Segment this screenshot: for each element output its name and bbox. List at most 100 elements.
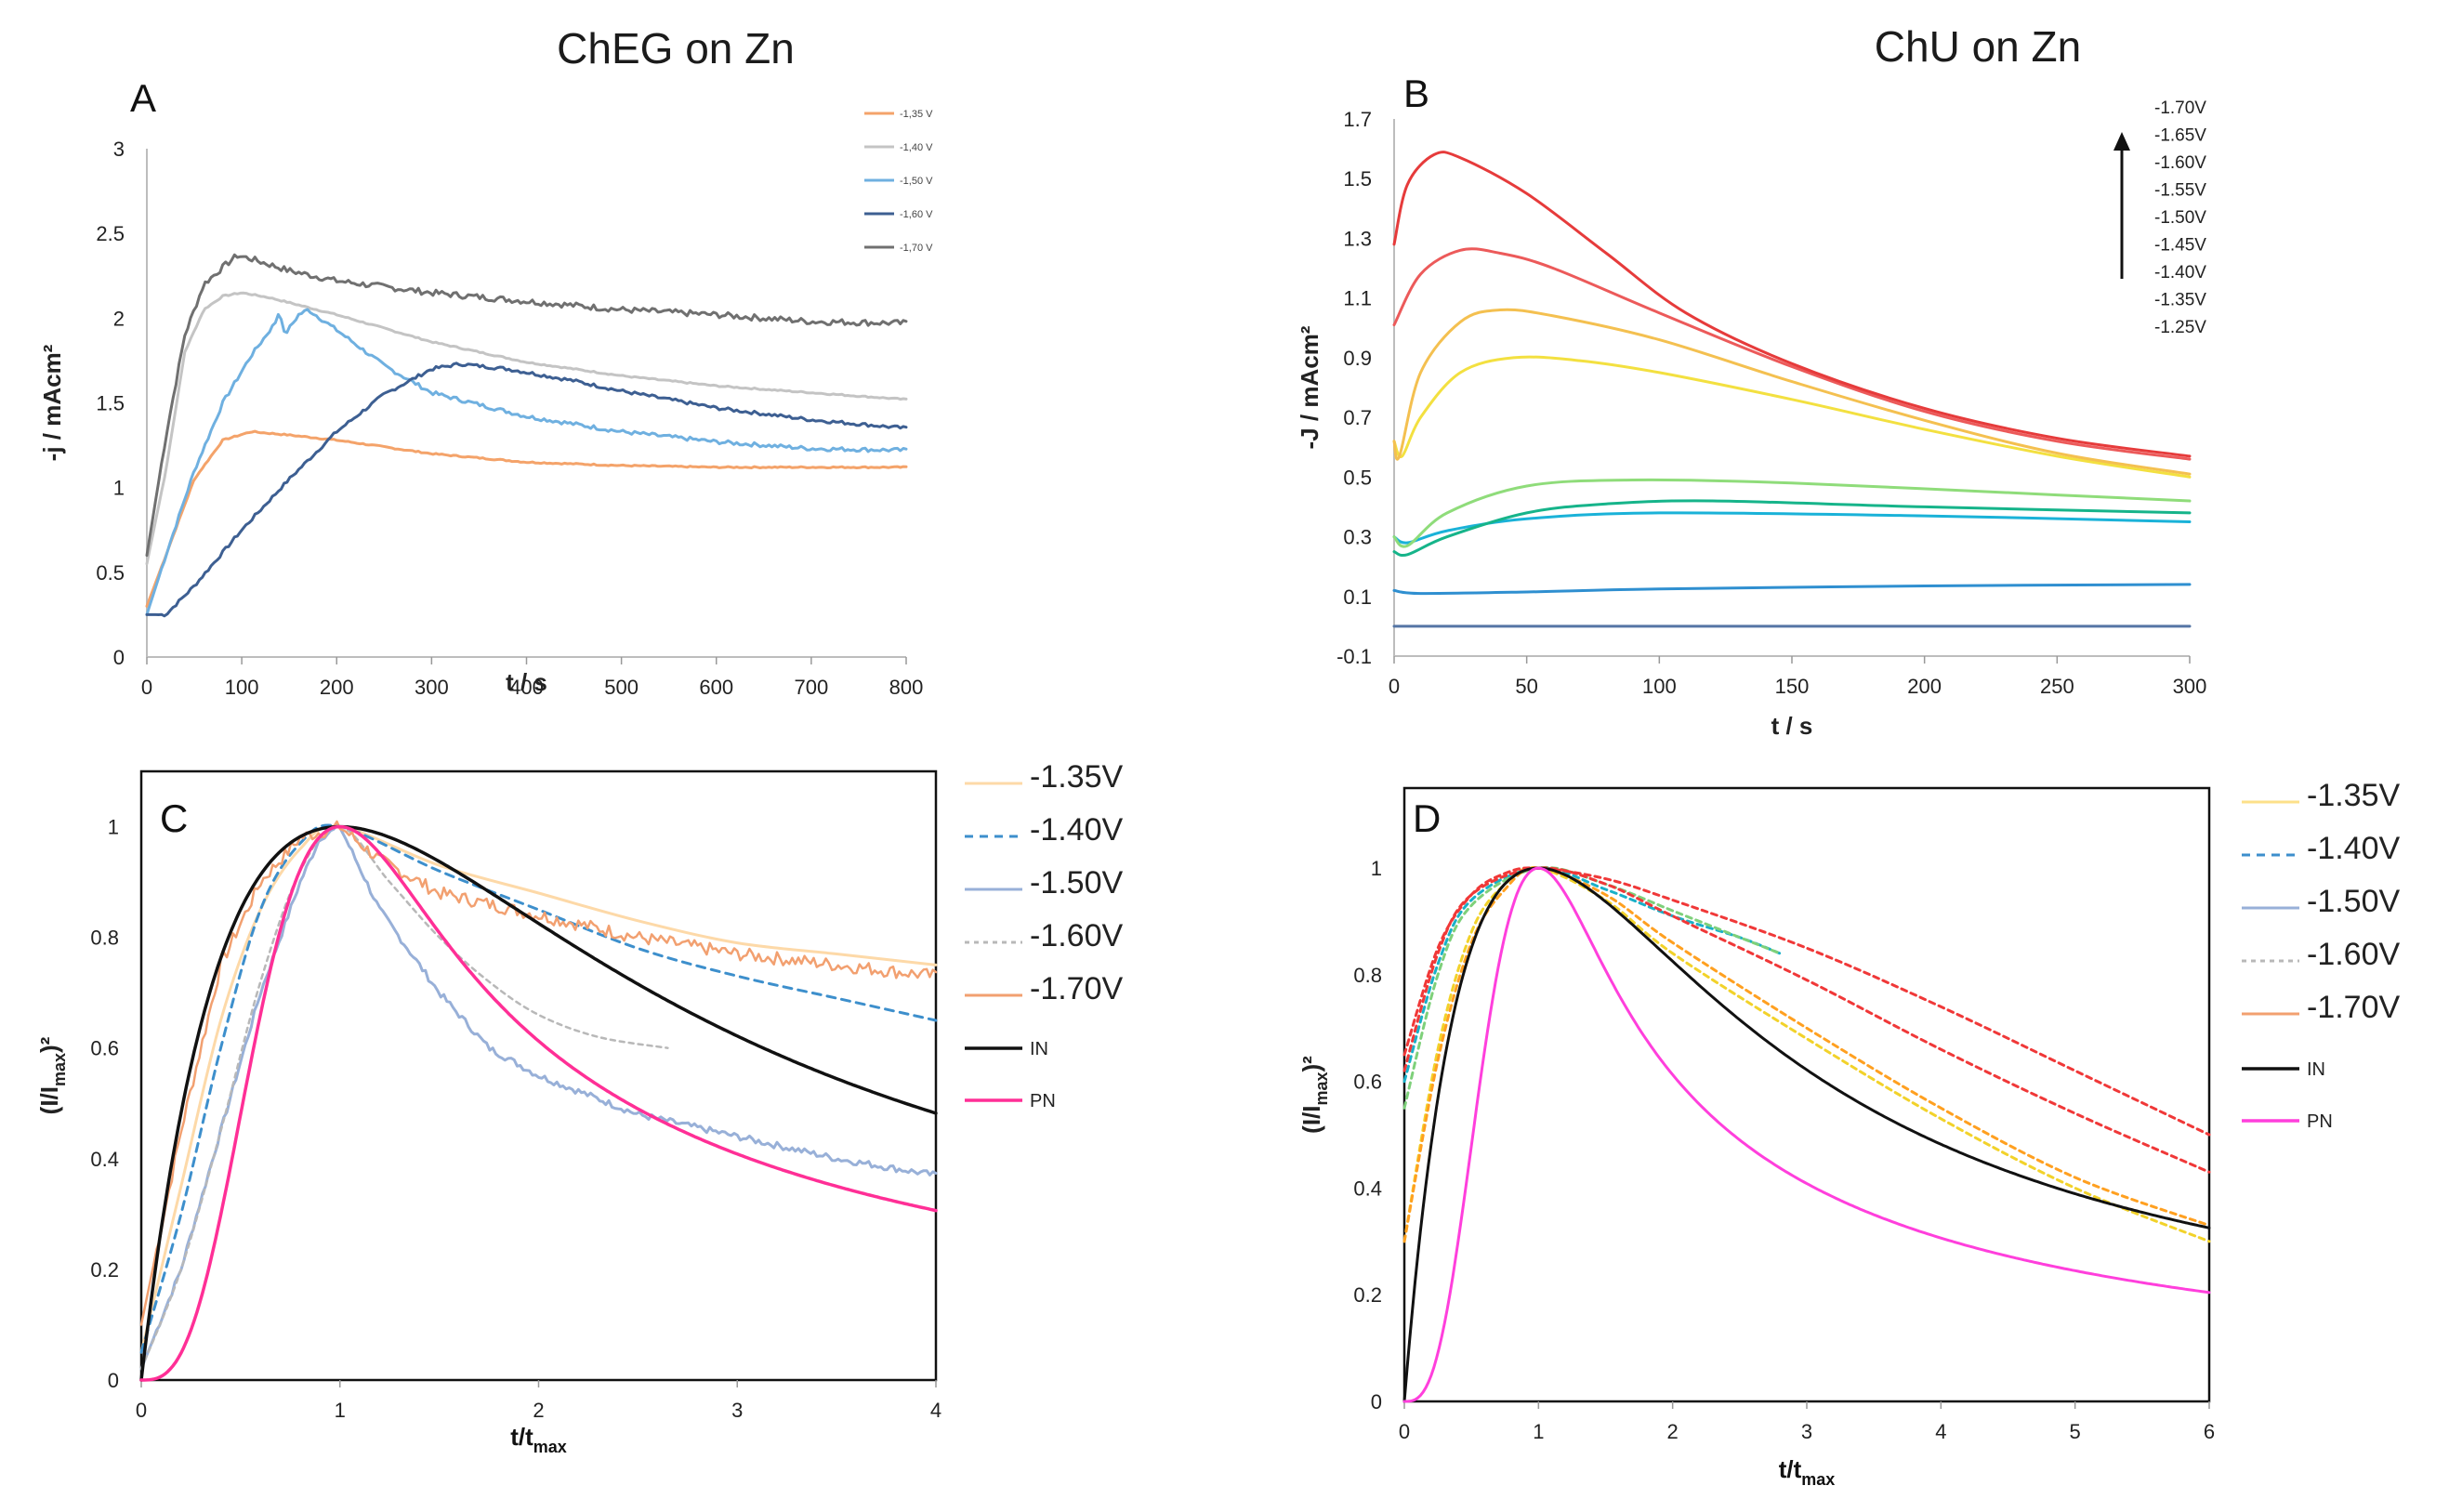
x-tick-label: 50: [1515, 675, 1537, 698]
legend-label: -1.70V: [2307, 990, 2400, 1025]
y-tick-label: 0: [1371, 1390, 1382, 1413]
y-axis-label-main: (I/I: [1297, 1106, 1325, 1134]
panel-b-label: B: [1403, 72, 1429, 115]
legend-label: -1.50V: [2154, 208, 2206, 228]
y-tick-label: 1: [113, 477, 125, 500]
y-tick-label: 0.2: [90, 1258, 119, 1282]
series-line-140v: [1392, 511, 2192, 545]
x-tick-label: 150: [1775, 675, 1810, 698]
x-axis-label: t/tmax: [510, 1423, 567, 1456]
x-axis-label: t / s: [1771, 712, 1813, 740]
x-tick-label: 0: [1389, 675, 1400, 698]
series-line-pn: [139, 824, 938, 1382]
x-axis-label-main: t/t: [1779, 1455, 1802, 1483]
x-tick-label: 5: [2070, 1420, 2081, 1443]
legend-label: -1.50V: [1030, 865, 1123, 901]
x-tick-label: 700: [795, 676, 829, 699]
y-tick-label: 2: [113, 307, 125, 330]
series-line-155v: [1392, 355, 2192, 479]
y-tick-label: 1: [1371, 857, 1382, 880]
y-axis-label-main: (I/I: [35, 1086, 63, 1114]
x-axis-label-sub: max: [1801, 1470, 1835, 1489]
series-line-165v: [1392, 247, 2192, 461]
series-line-160v: [1392, 308, 2192, 476]
y-axis-label-tail: )²: [35, 1036, 63, 1053]
series-line-170vb: [1402, 866, 2211, 1174]
legend-label: -1,50 V: [900, 176, 933, 187]
x-tick-label: 4: [1935, 1420, 1946, 1443]
y-axis-label-tail: )²: [1297, 1056, 1325, 1072]
x-tick-label: 3: [1801, 1420, 1812, 1443]
legend-label: -1,40 V: [900, 142, 933, 153]
series-line-140v: [145, 291, 908, 566]
y-tick-label: 2.5: [96, 222, 125, 245]
series-line-135v: [139, 824, 938, 1354]
y-tick-label: 3: [113, 138, 125, 161]
series-line-140v: [139, 823, 938, 1354]
x-tick-label: 100: [225, 676, 259, 699]
series-line-160v: [145, 362, 908, 618]
legend-label: -1.40V: [1030, 812, 1123, 848]
y-axis-label-sub: max: [50, 1053, 69, 1086]
y-tick-label: 1.3: [1343, 227, 1372, 250]
y-tick-label: 0.8: [90, 927, 119, 950]
legend-label: -1.65V: [2154, 126, 2206, 146]
x-axis-label-sub: max: [533, 1438, 567, 1456]
legend-panel-d: -1.35V -1.40V -1.50V -1.60V -1.70V IN PN: [2242, 778, 2400, 1132]
x-tick-label: 1: [335, 1399, 346, 1422]
chart-panel-a: 0 100 200 300 400 500 600 700 800 0 0.5 1 1.5 2 2.5 3 t …: [38, 138, 923, 699]
series-line-135v: [1392, 583, 2192, 596]
y-axis-label: -j / mAcm²: [38, 344, 66, 461]
series-line-150v: [1392, 478, 2192, 548]
legend-label: PN: [2307, 1111, 2333, 1132]
panel-d-label: D: [1413, 796, 1441, 840]
x-tick-label: 1: [1533, 1420, 1544, 1443]
legend-label: -1.25V: [2154, 318, 2206, 337]
y-tick-label: 1.1: [1343, 287, 1372, 310]
series-line-135v: [1402, 866, 2211, 1243]
legend-label: -1,35 V: [900, 109, 933, 120]
x-tick-label: 250: [2040, 675, 2074, 698]
x-tick-label: 0: [141, 676, 152, 699]
x-tick-label: 0: [136, 1399, 147, 1422]
y-tick-label: 0.4: [1353, 1177, 1382, 1200]
y-tick-label: 0.4: [90, 1148, 119, 1171]
y-tick-label: 0: [108, 1369, 119, 1392]
x-tick-label: 600: [699, 676, 733, 699]
y-axis-label-sub: max: [1312, 1072, 1331, 1105]
y-tick-label: 0.5: [1343, 466, 1372, 489]
arrow-head-icon: [2113, 132, 2130, 151]
y-tick-label: 0.3: [1343, 526, 1372, 549]
x-axis-label: t/tmax: [1779, 1455, 1836, 1489]
y-tick-label: 0.2: [1353, 1283, 1382, 1307]
x-tick-label: 500: [604, 676, 639, 699]
y-tick-label: -0.1: [1336, 645, 1372, 668]
y-tick-label: 0.1: [1343, 585, 1372, 609]
legend-label: -1,70 V: [900, 243, 933, 254]
legend-label: -1.35V: [1030, 759, 1123, 795]
chart-panel-b: 0 50 100 150 200 250 300 -0.1 0.1 0.3 0.5 0.7 0.9 1.1…: [1296, 108, 2206, 740]
series-line-170v: [145, 253, 908, 558]
y-axis-label: (I/Imax)²: [1297, 1056, 1331, 1134]
x-tick-label: 2: [1667, 1420, 1679, 1443]
legend-label: -1.35V: [2154, 291, 2206, 310]
x-axis-label: t / s: [506, 668, 547, 696]
chart-panel-c: 0 1 2 3 400.20.40.60.81t/tmax(I/Imax)²: [35, 769, 941, 1456]
y-tick-label: 0.8: [1353, 964, 1382, 987]
y-tick-label: 1: [108, 816, 119, 839]
series-line-170v: [1392, 151, 2192, 458]
legend-label: IN: [1030, 1039, 1048, 1059]
y-tick-label: 1.5: [1343, 167, 1372, 191]
x-axis-label-main: t/t: [510, 1423, 533, 1451]
legend-label: -1.70V: [2154, 99, 2206, 118]
legend-label: -1.45V: [2154, 236, 2206, 256]
x-tick-label: 200: [1907, 675, 1942, 698]
x-tick-label: 300: [415, 676, 449, 699]
legend-panel-a: -1,35 V -1,40 V -1,50 V -1,60 V -1,70 V: [864, 109, 933, 254]
y-tick-label: 0: [113, 646, 125, 669]
legend-label: -1.60V: [2307, 937, 2400, 972]
legend-label: -1.60V: [1030, 918, 1123, 953]
legend-label: -1.50V: [2307, 884, 2400, 919]
